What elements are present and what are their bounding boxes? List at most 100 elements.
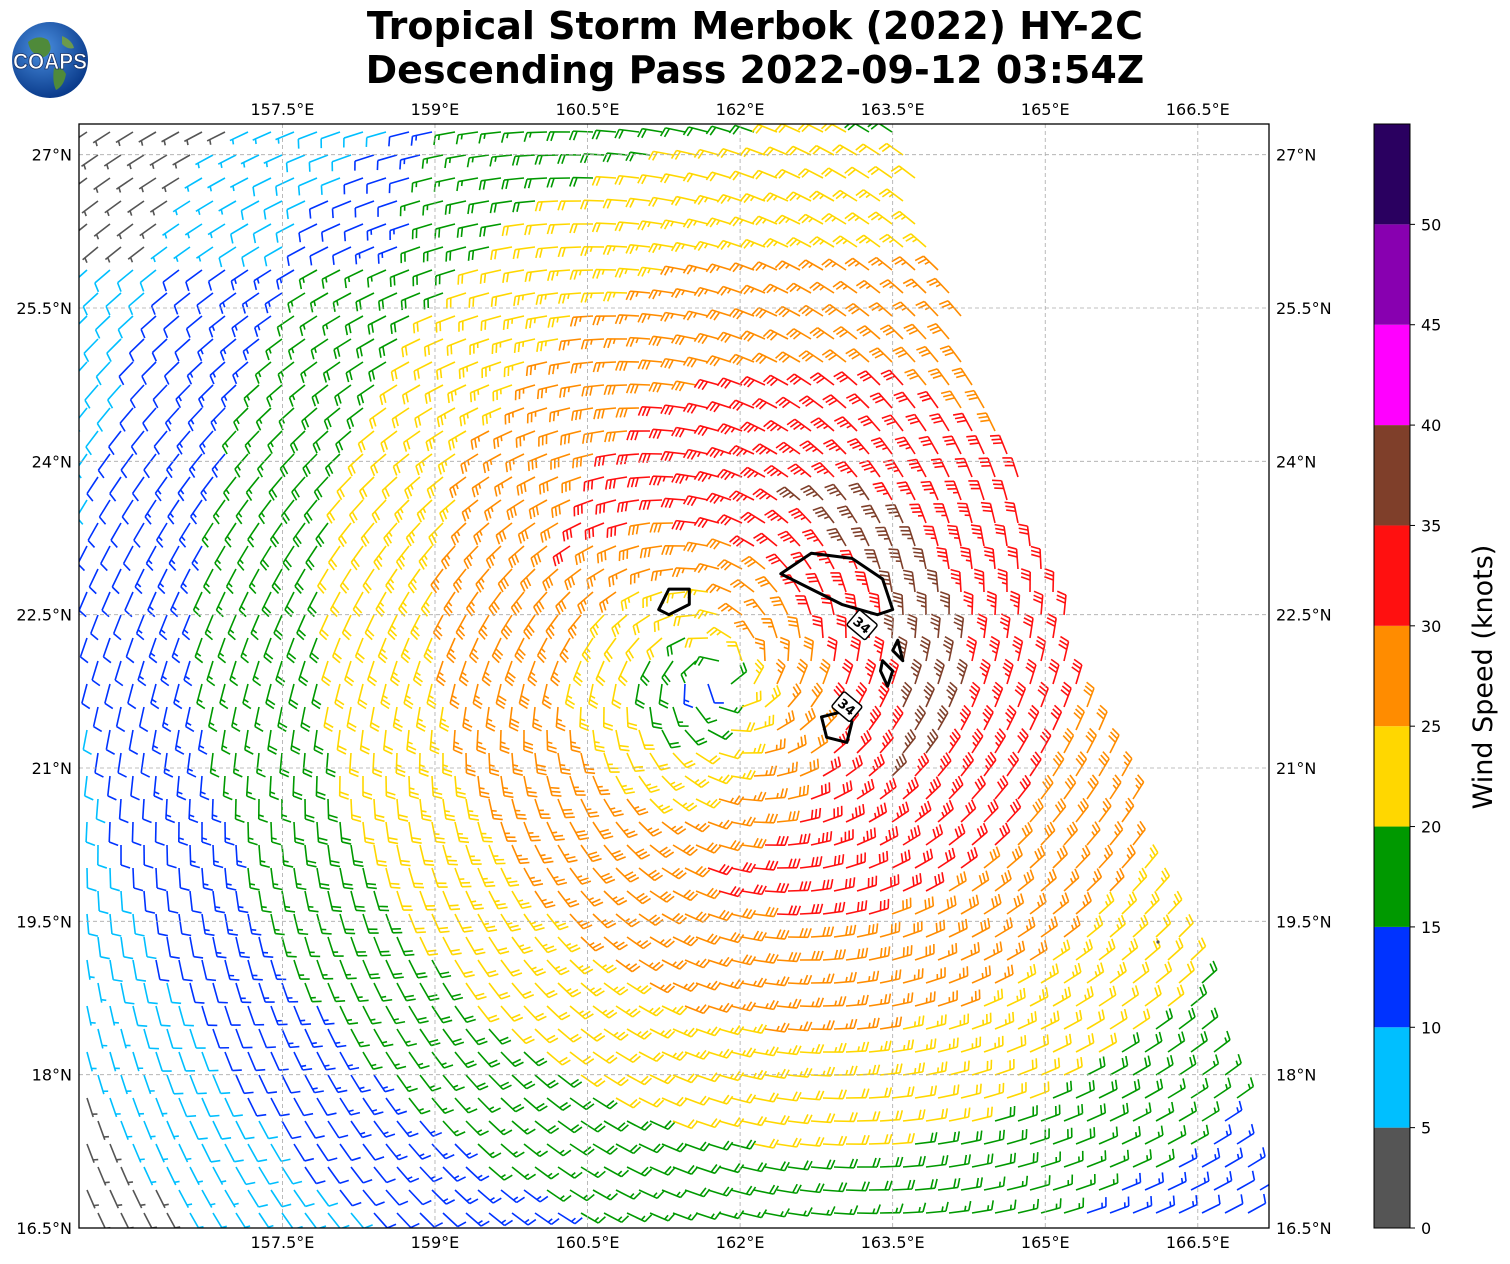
wind-barb — [311, 384, 329, 407]
wind-barb — [717, 602, 743, 616]
wind-barb — [408, 1097, 431, 1115]
wind-barb — [902, 1109, 926, 1122]
wind-barb — [939, 345, 962, 363]
wind-barb — [195, 200, 214, 216]
wind-barb — [625, 197, 651, 208]
wind-barb — [500, 959, 523, 977]
wind-barb — [891, 945, 913, 961]
wind-barb — [189, 936, 204, 959]
wind-barb — [153, 775, 164, 801]
wind-barb — [960, 799, 977, 823]
wind-barb — [648, 335, 674, 347]
wind-barb — [408, 1189, 432, 1206]
wind-barb — [396, 936, 415, 957]
wind-barb — [892, 346, 916, 363]
wind-barb — [316, 1005, 335, 1026]
wind-barb — [247, 959, 263, 981]
wind-barb — [819, 658, 831, 685]
colorbar-segment — [1374, 926, 1410, 1028]
wind-barb — [653, 614, 674, 632]
wind-barb — [1155, 867, 1171, 892]
wind-barb — [944, 480, 962, 501]
wind-barb — [810, 782, 831, 800]
wind-barb — [465, 798, 480, 821]
wind-barb — [707, 1140, 734, 1151]
wind-barb — [615, 1005, 641, 1018]
wind-barb — [639, 660, 651, 687]
wind-barb — [833, 1112, 858, 1123]
wind-barb — [832, 235, 858, 248]
wind-barb — [707, 683, 724, 704]
wind-barb — [845, 1088, 870, 1099]
wind-barb — [557, 153, 582, 165]
wind-barb — [592, 361, 617, 373]
wind-barb — [603, 1074, 629, 1087]
wind-barb — [534, 1212, 560, 1226]
wind-barb — [270, 1097, 290, 1117]
wind-barb — [983, 941, 1003, 961]
wind-barb — [135, 614, 145, 641]
lon-tick-label: 157.5°E — [250, 1233, 314, 1252]
wind-barb — [707, 1186, 734, 1197]
wind-barb — [751, 124, 778, 134]
wind-barb — [638, 959, 664, 972]
wind-barb — [396, 982, 416, 1002]
wind-barb — [626, 430, 651, 441]
wind-barb — [1121, 844, 1136, 869]
wind-barb — [141, 361, 157, 386]
wind-barb — [221, 430, 237, 455]
wind-barb — [558, 338, 582, 351]
wind-barb — [925, 728, 939, 754]
wind-barb — [661, 660, 674, 686]
wind-barb — [557, 246, 582, 258]
wind-barb — [569, 1097, 595, 1111]
wind-barb — [495, 522, 513, 545]
wind-barb — [728, 353, 755, 366]
wind-barb — [730, 954, 757, 966]
wind-barb — [209, 361, 226, 385]
wind-barb — [255, 407, 272, 431]
wind-barb — [97, 1028, 108, 1049]
wind-barb — [310, 338, 329, 360]
wind-barb — [856, 1064, 881, 1076]
wind-barb — [546, 821, 565, 841]
wind-barb — [787, 1207, 813, 1217]
wind-barb — [1006, 1035, 1027, 1053]
wind-barb — [304, 798, 315, 823]
wind-barb — [396, 890, 413, 911]
wind-barb — [1086, 774, 1099, 800]
wind-barb — [1006, 940, 1026, 961]
wind-barb — [638, 499, 663, 511]
wind-barb — [833, 1065, 858, 1076]
wind-barb — [155, 1143, 169, 1163]
wind-barb — [776, 858, 801, 869]
wind-barb — [244, 430, 260, 455]
wind-barb — [799, 1182, 825, 1194]
wind-barb — [855, 279, 881, 294]
wind-barb — [650, 568, 674, 582]
wind-barb — [1006, 1129, 1028, 1145]
wind-barb — [357, 683, 368, 710]
wind-barb — [186, 361, 203, 385]
wind-barb — [693, 424, 720, 437]
wind-barb — [914, 1038, 937, 1053]
wind-barb — [264, 292, 283, 314]
wind-barb — [112, 614, 122, 641]
wind-barb — [530, 545, 548, 568]
wind-barb — [617, 660, 628, 687]
wind-barb — [139, 269, 157, 292]
wind-barb — [489, 200, 513, 214]
wind-barb — [327, 982, 346, 1003]
wind-barb — [86, 867, 97, 892]
wind-barb — [311, 683, 322, 710]
wind-barb — [1201, 1101, 1220, 1122]
wind-barb — [570, 361, 594, 374]
wind-barb — [951, 367, 973, 386]
wind-barb — [485, 706, 496, 732]
wind-barb — [1017, 916, 1036, 938]
wind-barb — [1167, 1125, 1187, 1145]
wind-barb — [222, 775, 233, 801]
lon-tick-label: 165°E — [1021, 100, 1070, 119]
wind-barb — [937, 799, 954, 823]
lat-tick-label: 19.5°N — [16, 912, 72, 931]
